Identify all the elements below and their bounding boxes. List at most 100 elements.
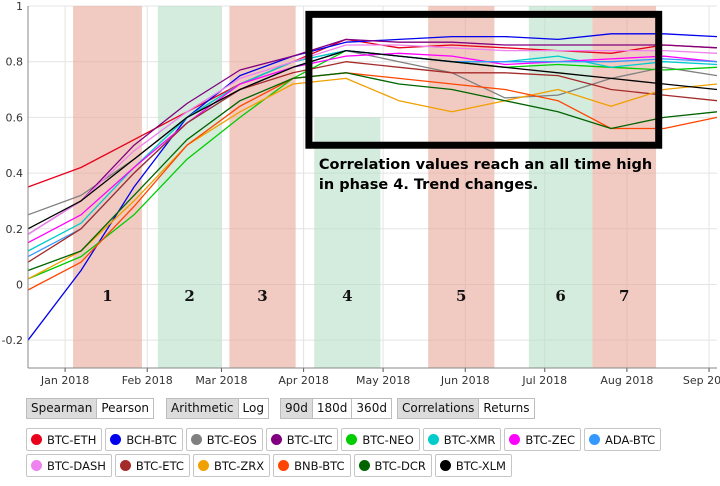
legend-label: BTC-ZEC bbox=[525, 432, 575, 447]
legend-label: BCH-BTC bbox=[126, 432, 177, 447]
phase-band bbox=[314, 117, 381, 368]
legend-row: BTC-DASH BTC-ETC BTC-ZRX BNB-BTC BTC-DCR BTC-… bbox=[26, 454, 512, 477]
legend-color-dot bbox=[427, 434, 439, 445]
returns-button[interactable]: Returns bbox=[478, 399, 534, 418]
annotation-text: Correlation values reach an all time hig… bbox=[319, 157, 652, 173]
series-line-btc-dash bbox=[27, 44, 718, 235]
legend-item-bch-btc[interactable]: BCH-BTC bbox=[105, 428, 183, 451]
x-tick-label: Mar 2018 bbox=[195, 374, 247, 387]
legend-item-btc-eos[interactable]: BTC-EOS bbox=[185, 428, 263, 451]
legend-item-btc-xmr[interactable]: BTC-XMR bbox=[422, 428, 502, 451]
phase-label: 3 bbox=[257, 287, 267, 305]
window-180d-button[interactable]: 180d bbox=[311, 399, 352, 418]
correlations-button[interactable]: Correlations bbox=[398, 399, 479, 418]
legend-label: BTC-ZRX bbox=[213, 458, 265, 473]
legend-item-btc-zrx[interactable]: BTC-ZRX bbox=[192, 454, 271, 477]
legend-color-dot bbox=[358, 460, 370, 471]
spearman-button[interactable]: Spearman bbox=[27, 399, 97, 418]
legend-label: BTC-ETH bbox=[47, 432, 97, 447]
legend-label: ADA-BTC bbox=[604, 432, 656, 447]
legend-color-dot bbox=[346, 434, 358, 445]
legend-item-btc-dash[interactable]: BTC-DASH bbox=[26, 454, 112, 477]
log-button[interactable]: Log bbox=[237, 399, 268, 418]
window-360d-button[interactable]: 360d bbox=[351, 399, 391, 418]
phase-band bbox=[229, 6, 296, 368]
x-tick-label: Jun 2018 bbox=[440, 374, 490, 387]
x-tick-label: Jan 2018 bbox=[40, 374, 89, 387]
legend-color-dot bbox=[31, 434, 42, 445]
x-tick-label: Jul 2018 bbox=[521, 374, 567, 387]
y-tick-label: 1 bbox=[16, 0, 23, 13]
y-tick-label: 0 bbox=[16, 278, 23, 291]
arithmetic-button[interactable]: Arithmetic bbox=[167, 399, 238, 418]
legend-label: BTC-NEO bbox=[362, 432, 414, 447]
window-90d-button[interactable]: 90d bbox=[281, 399, 312, 418]
x-tick-label: Aug 2018 bbox=[600, 374, 653, 387]
legend-item-ada-btc[interactable]: ADA-BTC bbox=[583, 428, 662, 451]
legend-color-dot bbox=[197, 460, 209, 471]
y-tick-label: 0.8 bbox=[6, 56, 24, 69]
pearson-button[interactable]: Pearson bbox=[96, 399, 154, 418]
y-tick-label: 0.2 bbox=[6, 223, 24, 236]
phase-band bbox=[73, 6, 142, 368]
series-line-bnb-btc bbox=[27, 72, 718, 291]
legend-color-dot bbox=[190, 434, 202, 445]
legend-color-dot bbox=[110, 434, 122, 445]
series-line-btc-xlm bbox=[27, 49, 718, 230]
legend-label: BTC-XLM bbox=[455, 458, 506, 473]
legend-color-dot bbox=[278, 460, 290, 471]
legend-label: BTC-LTC bbox=[286, 432, 333, 447]
series-line-btc-etc bbox=[27, 61, 718, 263]
legend-color-dot bbox=[270, 434, 282, 445]
legend-item-btc-eth[interactable]: BTC-ETH bbox=[26, 428, 103, 451]
legend-label: BTC-EOS bbox=[206, 432, 257, 447]
legend-item-btc-etc[interactable]: BTC-ETC bbox=[114, 454, 190, 477]
legend-color-dot bbox=[31, 460, 42, 471]
legend-color-dot bbox=[509, 434, 521, 445]
y-tick-label: 0.6 bbox=[6, 111, 24, 124]
legend-item-btc-zec[interactable]: BTC-ZEC bbox=[504, 428, 581, 451]
x-tick-label: Apr 2018 bbox=[278, 374, 329, 387]
phase-band bbox=[428, 6, 495, 368]
phase-label: 1 bbox=[102, 287, 112, 305]
legend-color-dot bbox=[119, 460, 131, 471]
legend-item-btc-ltc[interactable]: BTC-LTC bbox=[265, 428, 339, 451]
x-tick-label: Feb 2018 bbox=[122, 374, 173, 387]
legend-label: BNB-BTC bbox=[294, 458, 345, 473]
method-toggle: Spearman Pearson bbox=[26, 398, 155, 419]
phase-label: 6 bbox=[555, 287, 565, 305]
y-tick-label: 0.4 bbox=[6, 167, 24, 180]
y-tick-label: -0.2 bbox=[2, 334, 23, 347]
phase-label: 2 bbox=[184, 287, 194, 305]
series-lines bbox=[27, 33, 718, 341]
series-line-btc-zec bbox=[27, 52, 718, 244]
phase-label: 5 bbox=[456, 287, 466, 305]
legend-color-dot bbox=[439, 460, 451, 471]
phase-band bbox=[157, 6, 222, 368]
annotation-box bbox=[305, 10, 663, 149]
annotation-text: in phase 4. Trend changes. bbox=[319, 177, 538, 193]
legend-label: BTC-XMR bbox=[443, 432, 496, 447]
legend-label: BTC-DASH bbox=[47, 458, 106, 473]
phase-bands: 1 2 3 4 5 6 7 bbox=[73, 6, 657, 368]
view-toggle: Correlations Returns bbox=[397, 398, 535, 419]
legend-label: BTC-DCR bbox=[374, 458, 426, 473]
phase-label: 4 bbox=[342, 287, 352, 305]
axes: -0.2 0 0.2 0.4 0.6 0.8 1 Jan 2018 Feb 2018 Mar 20… bbox=[2, 0, 720, 387]
series-line-btc-ltc bbox=[27, 38, 718, 235]
series-line-btc-dcr bbox=[27, 72, 718, 272]
legend-label: BTC-ETC bbox=[135, 458, 184, 473]
legend-item-btc-xlm[interactable]: BTC-XLM bbox=[434, 454, 512, 477]
series-line-btc-eth bbox=[27, 38, 718, 188]
legend-item-btc-dcr[interactable]: BTC-DCR bbox=[353, 454, 432, 477]
series-line-btc-zrx bbox=[27, 77, 718, 280]
legend-color-dot bbox=[588, 434, 600, 445]
legend-row: BTC-ETH BCH-BTC BTC-EOS BTC-LTC BTC-NEO BTC-X… bbox=[26, 428, 662, 451]
x-tick-label: Sep 2018 bbox=[683, 374, 720, 387]
legend-item-bnb-btc[interactable]: BNB-BTC bbox=[273, 454, 351, 477]
legend-item-btc-neo[interactable]: BTC-NEO bbox=[341, 428, 420, 451]
scale-toggle: Arithmetic Log bbox=[166, 398, 269, 419]
correlation-chart: 1 2 3 4 5 6 7 Correlation values reach an all … bbox=[2, 0, 720, 387]
x-tick-label: May 2018 bbox=[356, 374, 410, 387]
annotation: Correlation values reach an all time hig… bbox=[305, 10, 663, 193]
